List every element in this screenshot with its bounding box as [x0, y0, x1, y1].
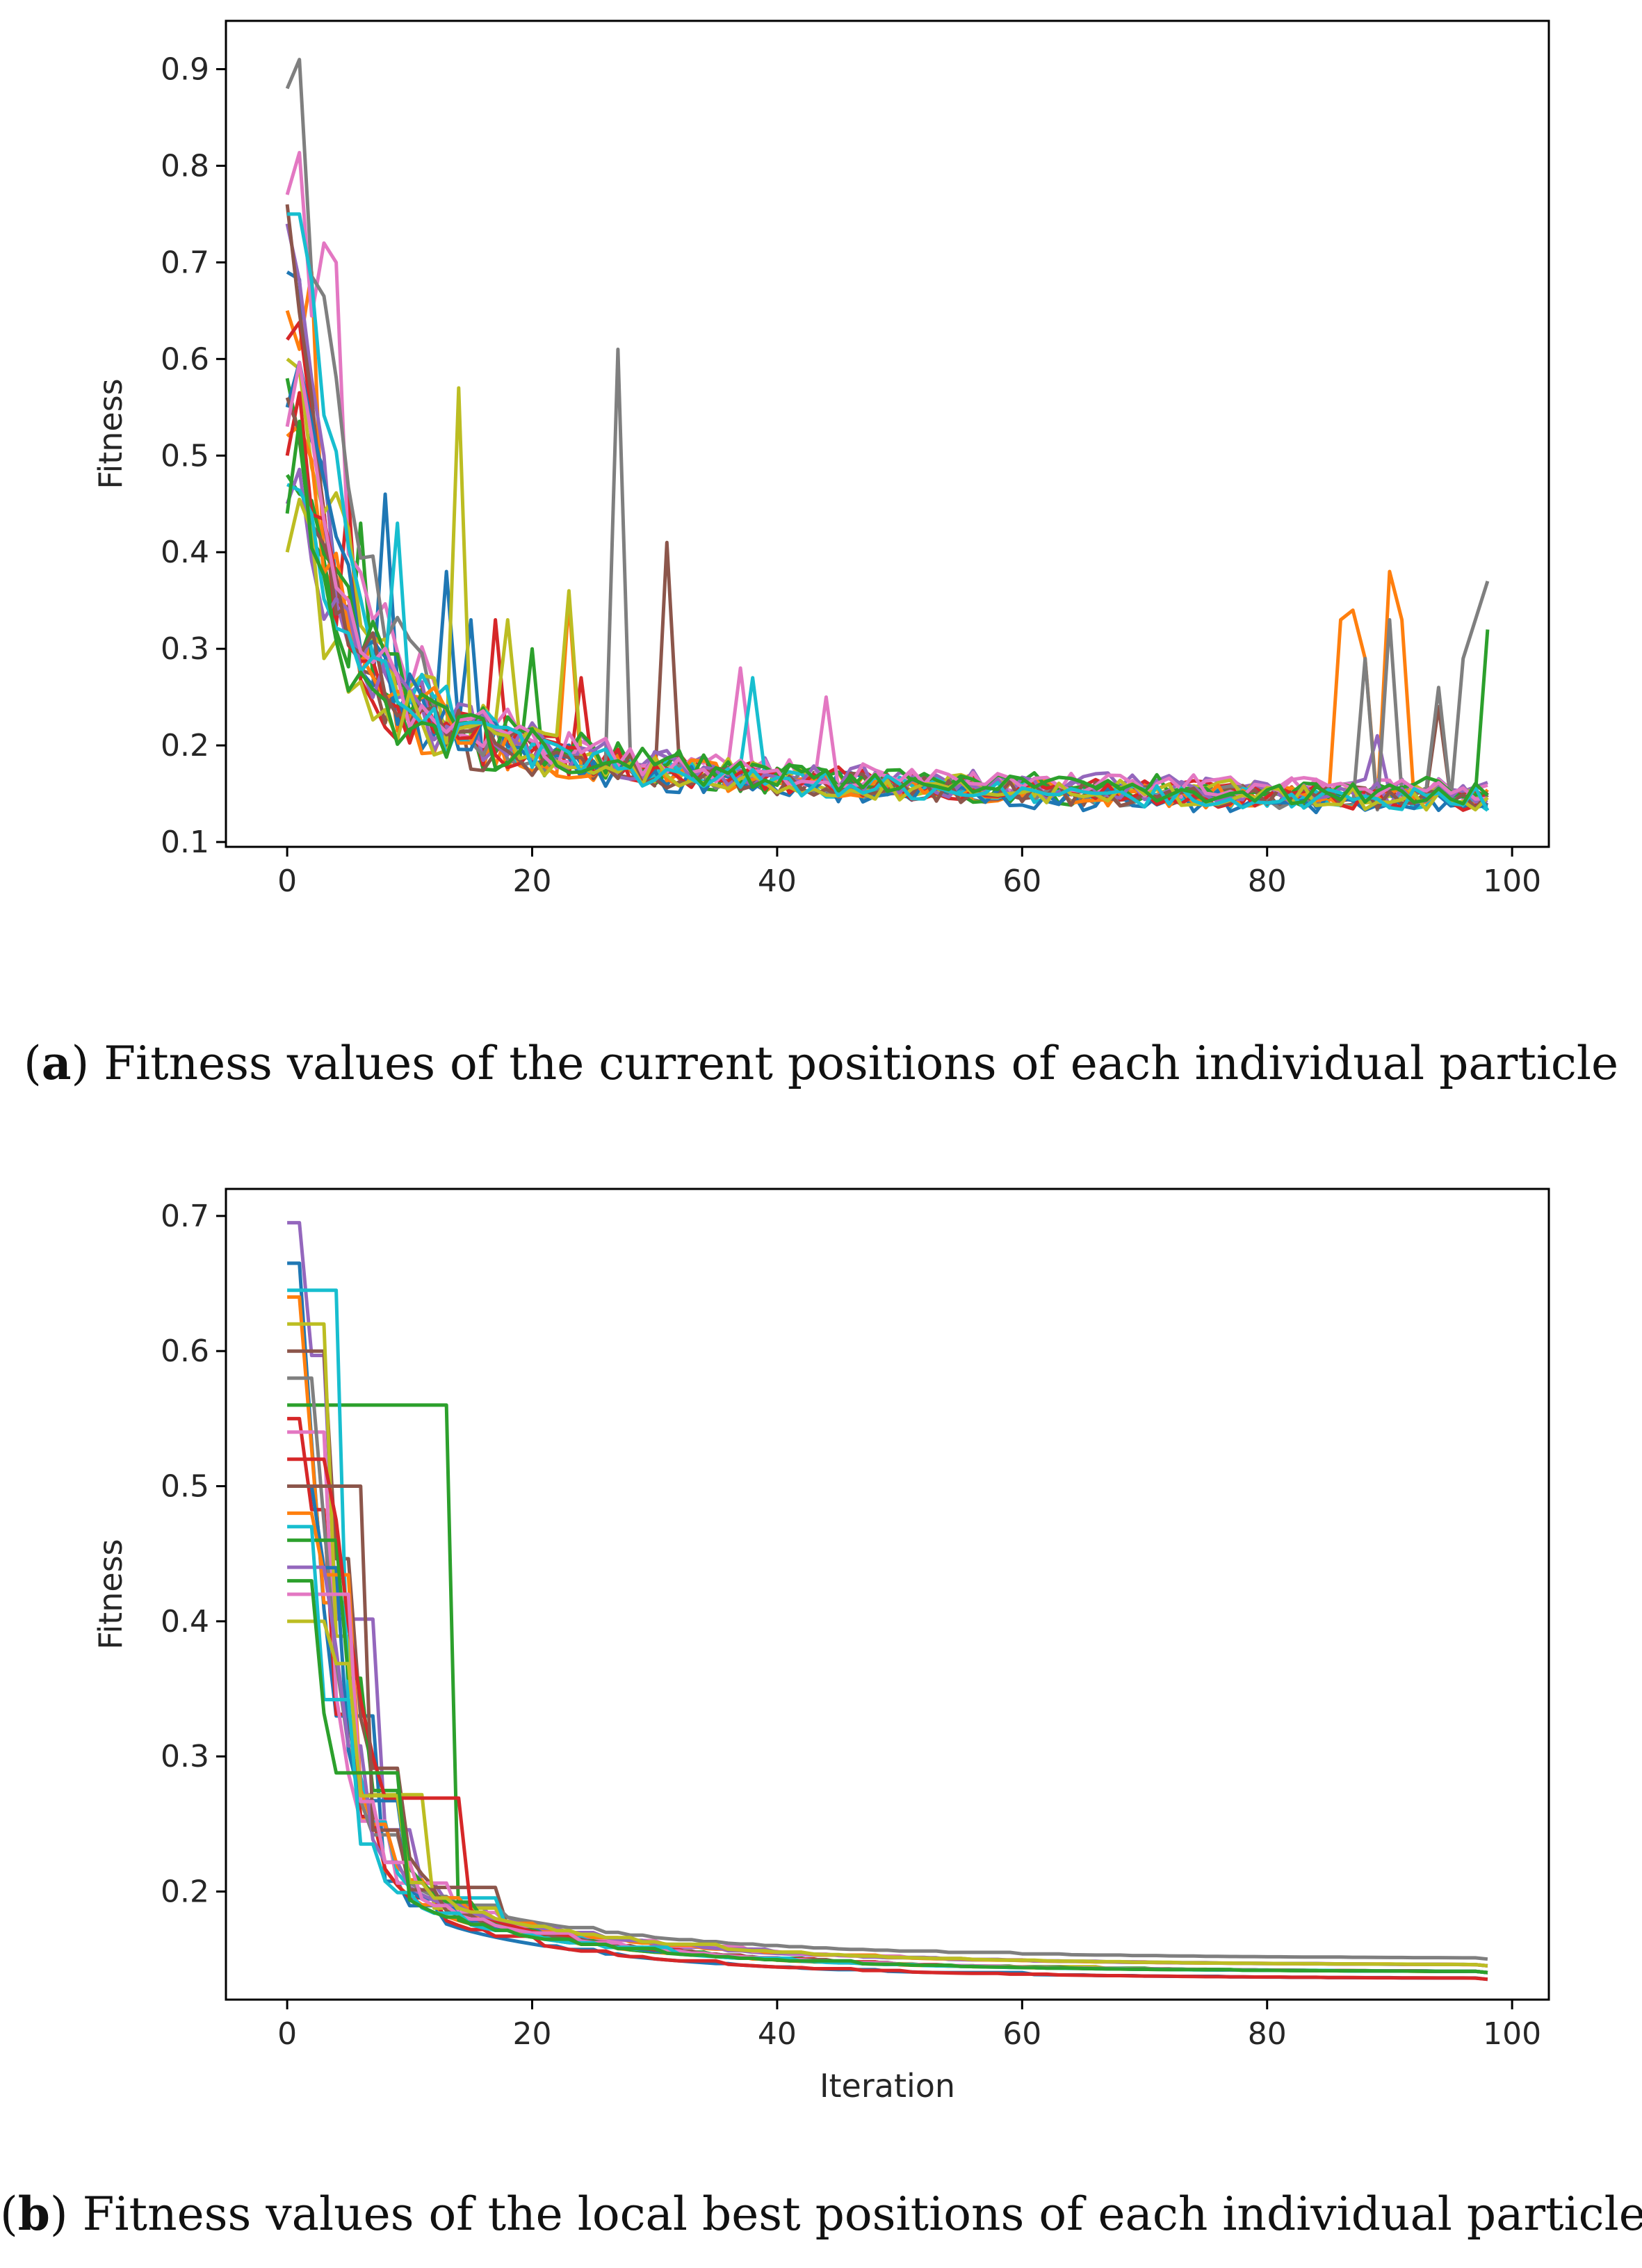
y-tick-label-a-4: 0.5: [161, 438, 209, 473]
x-tick-label-b-60: 60: [1002, 2016, 1041, 2052]
series-line-a-10: [287, 212, 1489, 812]
series-line-b-18: [287, 1619, 1488, 1968]
y-tick-label-a-2: 0.3: [161, 631, 209, 667]
x-tick-label-b-100: 100: [1483, 2016, 1541, 2052]
x-tick-label-a-40: 40: [758, 864, 797, 899]
caption-a-label: a: [41, 1036, 72, 1090]
x-tick-label-b-0: 0: [277, 2016, 297, 2052]
y-tick-label-a-0: 0.1: [161, 825, 209, 860]
series-line-b-20: [287, 1579, 1488, 1975]
x-tick-label-a-0: 0: [277, 864, 297, 899]
y-tick-label-a-8: 0.9: [161, 51, 209, 87]
y-tick-label-b-3: 0.5: [161, 1469, 209, 1505]
y-tick-label-a-5: 0.6: [161, 341, 209, 377]
plot-frame-a: [225, 19, 1550, 848]
x-tick-label-a-80: 80: [1248, 864, 1287, 899]
series-line-b-4: [287, 1416, 1488, 1982]
x-tick-label-a-20: 20: [513, 864, 552, 899]
y-tick-label-b-0: 0.2: [161, 1874, 209, 1910]
y-tick-label-b-2: 0.4: [161, 1604, 209, 1639]
x-tick-label-b-80: 80: [1248, 2016, 1287, 2052]
series-line-a-20: [285, 419, 1489, 806]
x-tick-label-b-20: 20: [513, 2016, 552, 2052]
x-axis-label-a: Iteration: [820, 914, 955, 918]
series-line-a-7: [285, 151, 1488, 802]
y-tick-label-a-7: 0.8: [161, 148, 209, 184]
series-line-a-17: [285, 360, 1488, 801]
y-tick-label-a-1: 0.2: [161, 728, 209, 763]
y-tick-label-b-4: 0.6: [161, 1334, 209, 1369]
y-axis-label-b: Fitness: [92, 1539, 129, 1649]
y-tick-label-b-1: 0.3: [161, 1739, 209, 1774]
caption-a-text: Fitness values of the current positions …: [104, 1037, 1619, 1090]
y-tick-label-a-3: 0.4: [161, 535, 209, 570]
chart-b-fitness-local-best: 0 20 40 60 80 100 0.2 0.3 0.4 0.5 0.6 0.7 Iteration F…: [92, 1188, 1550, 2105]
x-tick-label-a-60: 60: [1002, 864, 1041, 899]
series-line-b-14: [287, 1457, 1488, 1975]
plot-frame-b: [225, 1188, 1550, 2001]
chart-a-fitness-current: 0 20 40 60 80 100 0.1 0.2 0.3 0.4 0.5 0.6 0.7 0.8 0.9 I…: [92, 19, 1550, 918]
x-tick-label-a-100: 100: [1483, 864, 1541, 899]
caption-a: (a) Fitness values of the current positi…: [23, 1036, 1619, 1090]
y-tick-label-b-5: 0.7: [161, 1199, 209, 1234]
series-line-a-8: [285, 58, 1490, 812]
x-tick-label-b-40: 40: [758, 2016, 797, 2052]
caption-b-label: b: [17, 2187, 50, 2241]
caption-b: (b) Fitness values of the local best pos…: [0, 2187, 1642, 2241]
series-group-a: [285, 58, 1490, 815]
series-line-b-5: [287, 1221, 1488, 1968]
x-axis-label-b: Iteration: [820, 2067, 955, 2105]
y-axis-label-a: Fitness: [92, 378, 129, 489]
caption-b-text: Fitness values of the local best positio…: [82, 2187, 1642, 2241]
y-tick-label-a-6: 0.7: [161, 245, 209, 280]
series-line-b-8: [287, 1376, 1488, 1961]
series-group-b: [287, 1221, 1488, 1982]
